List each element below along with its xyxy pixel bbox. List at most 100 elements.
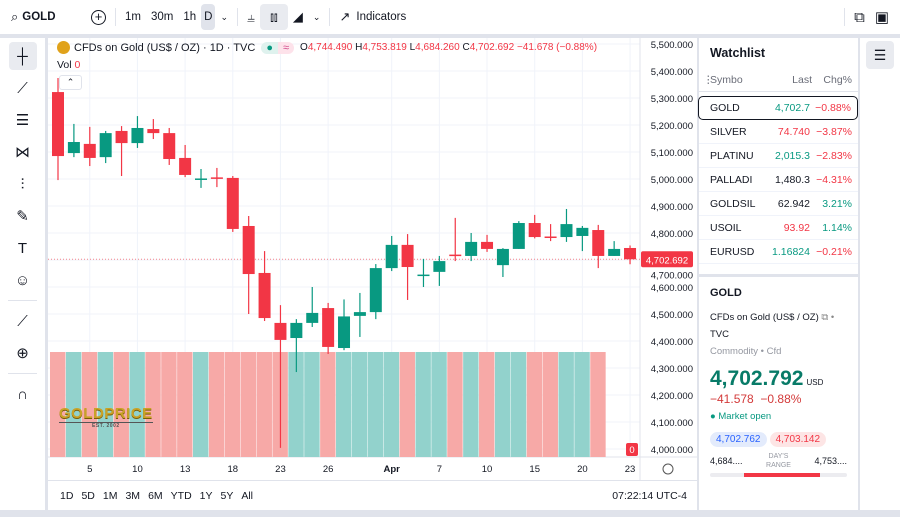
compare-symbol-button[interactable]: + bbox=[86, 4, 111, 30]
watchlist-row[interactable]: GOLD 4,702.7 −0.88% bbox=[698, 96, 858, 120]
crosshair-tool[interactable]: ┼ bbox=[8, 42, 37, 70]
magnet-tool[interactable]: ∩ bbox=[9, 380, 37, 408]
candle-body bbox=[385, 244, 398, 269]
row-last: 93.92 bbox=[783, 221, 810, 234]
volume-bar bbox=[256, 352, 272, 457]
row-symbol: PLATINU bbox=[710, 149, 754, 162]
clock[interactable]: 07:22:14 UTC-4 bbox=[612, 489, 687, 502]
watchlist-row[interactable]: EURUSD 1.16824 −0.21% bbox=[699, 240, 858, 264]
data-delay-badge[interactable]: ≈ bbox=[277, 41, 295, 54]
candle-body bbox=[258, 272, 271, 319]
detail-type: Commodity • Cfd bbox=[710, 346, 782, 357]
drag-handle-icon[interactable]: ⋮ bbox=[703, 73, 714, 86]
col-last[interactable]: Last bbox=[792, 73, 812, 86]
range-ytd[interactable]: YTD bbox=[170, 489, 192, 502]
text-tool[interactable]: T bbox=[9, 234, 37, 262]
range-1y[interactable]: 1Y bbox=[199, 489, 213, 502]
col-symbol[interactable]: Symbo bbox=[710, 73, 743, 86]
volume-bar bbox=[383, 352, 400, 457]
volume-bar bbox=[542, 352, 558, 457]
indicators-icon: ↗ bbox=[339, 9, 351, 24]
range-5d[interactable]: 5D bbox=[81, 489, 95, 502]
brush-tool[interactable]: ✎ bbox=[9, 202, 37, 230]
candle-body bbox=[417, 274, 430, 277]
trendline-tool[interactable]: ⟋ bbox=[9, 74, 37, 102]
forecast-tool[interactable]: ⫶ bbox=[9, 170, 37, 198]
interval-dropdown[interactable]: ⌄ bbox=[215, 4, 233, 30]
collapse-legend-button[interactable]: ⌃ bbox=[59, 75, 82, 90]
ruler-tool[interactable]: ⟋ bbox=[9, 307, 37, 335]
interval-1h[interactable]: 1h bbox=[183, 11, 197, 23]
candle-body bbox=[560, 224, 573, 238]
interval-D[interactable]: D bbox=[201, 4, 216, 30]
settings-gear-icon[interactable] bbox=[662, 463, 674, 475]
range-6m[interactable]: 6M bbox=[148, 489, 163, 502]
chart-pane[interactable]: 5,500.000 5,400.000 5,300.000 5,200.000 5,10… bbox=[48, 38, 697, 510]
trendline-icon: ⟋ bbox=[17, 79, 28, 97]
volume-legend: Vol 0 bbox=[57, 59, 81, 71]
price-tick-label: 4,200.000 bbox=[651, 391, 693, 402]
interval-30m[interactable]: 30m bbox=[150, 11, 174, 23]
volume-bar bbox=[351, 352, 368, 457]
area-style-button[interactable]: ◢ bbox=[288, 4, 308, 30]
price-chart[interactable]: 5,500.000 5,400.000 5,300.000 5,200.000 5,10… bbox=[48, 38, 697, 480]
watchlist-row[interactable]: PALLADI 1,480.3 −4.31% bbox=[699, 168, 858, 192]
time-tick-label: Apr bbox=[384, 464, 401, 475]
col-chg[interactable]: Chg% bbox=[823, 73, 852, 86]
bid-ask: 4,702.762 4,703.142 bbox=[710, 432, 847, 447]
range-all[interactable]: All bbox=[241, 489, 254, 502]
time-tick-label: 18 bbox=[228, 464, 239, 475]
range-1m[interactable]: 1M bbox=[102, 489, 118, 502]
pattern-tool[interactable]: ⋈ bbox=[9, 138, 37, 166]
screenshot-button[interactable]: ▣ bbox=[870, 4, 894, 30]
candle-body bbox=[481, 241, 494, 249]
candle-body bbox=[210, 177, 223, 179]
row-symbol: USOIL bbox=[710, 221, 742, 234]
interval-1m[interactable]: 1m bbox=[125, 11, 141, 23]
watchlist-toggle[interactable]: ☰ bbox=[866, 41, 894, 69]
volume-bar bbox=[50, 352, 66, 457]
watchlist-row[interactable]: SILVER 74.740 −3.87% bbox=[699, 120, 858, 144]
bar-style-button[interactable]: ⫨ bbox=[242, 4, 260, 30]
symbol-search[interactable]: ⌕ GOLD bbox=[11, 9, 56, 24]
time-tick-label: 23 bbox=[275, 464, 286, 475]
market-status-badge[interactable]: ● bbox=[261, 41, 278, 54]
candles-style-button[interactable]: ⫾⫾ bbox=[259, 4, 288, 30]
zoom-tool[interactable]: ⊕ bbox=[9, 339, 37, 367]
candle-body bbox=[338, 316, 351, 349]
range-3m[interactable]: 3M bbox=[125, 489, 141, 502]
external-link-icon[interactable]: ⧉ bbox=[821, 312, 829, 323]
emoji-tool[interactable]: ☺ bbox=[9, 266, 37, 294]
indicators-button[interactable]: ↗ Indicators bbox=[339, 9, 407, 24]
volume-bar bbox=[494, 352, 511, 457]
time-tick-label: 10 bbox=[482, 464, 493, 475]
volume-bar bbox=[288, 352, 304, 457]
range-5y[interactable]: 5Y bbox=[220, 489, 234, 502]
watchlist-panel: Watchlist ⋮ Symbo Last Chg% GOLD 4,702.7−… bbox=[698, 38, 858, 274]
top-toolbar: ⌕ GOLD + 1m 30m 1h D ⌄ ⫨ ⫾⫾ ◢ ⌄ ↗ Indicato… bbox=[0, 0, 900, 34]
time-tick-label: 23 bbox=[625, 464, 636, 475]
candle-body bbox=[449, 254, 462, 257]
detail-name: CFDs on Gold (US$ / OZ) ⧉ • bbox=[710, 312, 835, 323]
candle-body bbox=[528, 223, 541, 238]
candle-body bbox=[195, 178, 208, 180]
chart-type-dropdown[interactable]: ⌄ bbox=[308, 4, 326, 30]
divider bbox=[115, 8, 116, 26]
fib-tool[interactable]: ☰ bbox=[9, 106, 37, 134]
bottom-toolbar: 1D 5D 1M 3M 6M YTD 1Y 5Y All 07:22:14 UTC-4 bbox=[48, 480, 697, 510]
candle-body bbox=[99, 133, 112, 158]
row-chg: −3.87% bbox=[816, 125, 852, 138]
volume-bar bbox=[81, 352, 98, 457]
price-tick-label: 5,000.000 bbox=[651, 175, 693, 186]
price-tick-label: 5,300.000 bbox=[651, 94, 693, 105]
zoom-in-icon: ⊕ bbox=[16, 345, 29, 362]
volume-bar bbox=[510, 352, 527, 457]
legend-block: CFDs on Gold (US$ / OZ) · 1D · TVC ● ≈ O4… bbox=[57, 41, 632, 90]
symbol-title[interactable]: CFDs on Gold (US$ / OZ) · 1D · TVC bbox=[74, 41, 256, 54]
watchlist-row[interactable]: USOIL 93.92 1.14% bbox=[699, 216, 858, 240]
watchlist-row[interactable]: GOLDSIL 62.942 3.21% bbox=[699, 192, 858, 216]
range-1d[interactable]: 1D bbox=[60, 489, 74, 502]
watchlist-row[interactable]: PLATINU 2,015.3 −2.83% bbox=[699, 144, 858, 168]
open-in-new-button[interactable]: ⧉ bbox=[849, 4, 870, 30]
volume-bar bbox=[193, 352, 209, 457]
